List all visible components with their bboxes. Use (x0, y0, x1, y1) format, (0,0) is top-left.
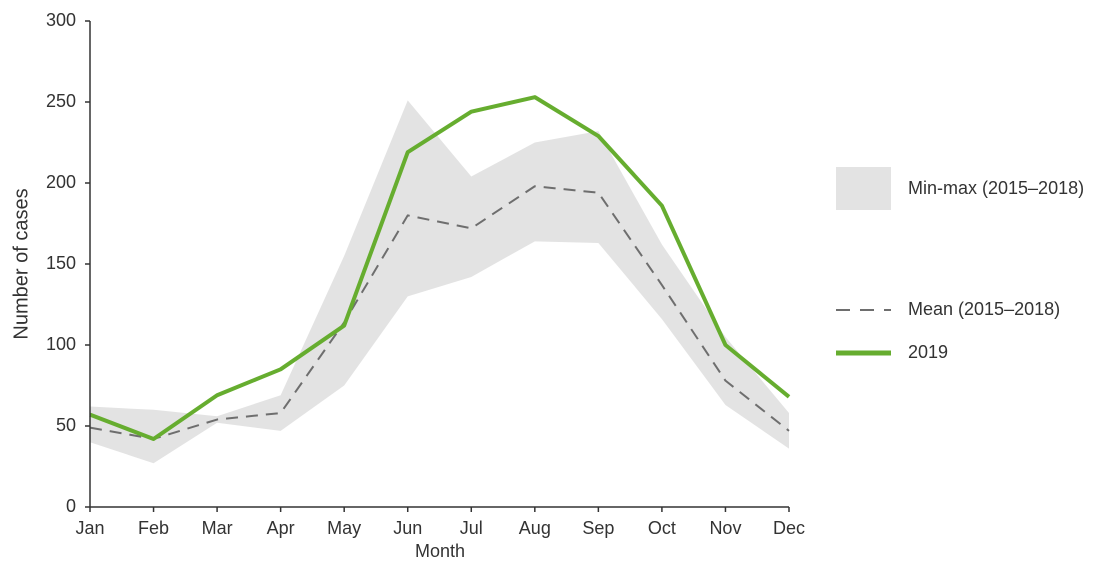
x-tick-label: Jan (75, 518, 104, 538)
x-tick-label: Jul (460, 518, 483, 538)
y-tick-label: 0 (66, 496, 76, 516)
x-axis-title: Month (415, 541, 465, 561)
x-tick-label: Jun (393, 518, 422, 538)
y-axis-title: Number of cases (10, 188, 32, 339)
x-tick-label: Feb (138, 518, 169, 538)
x-tick-label: Nov (709, 518, 741, 538)
mean-line (89, 185, 790, 440)
y-tick-label: 200 (46, 172, 76, 192)
legend-label: 2019 (908, 342, 948, 362)
y-tick-label: 250 (46, 91, 76, 111)
x-tick-label: Mar (202, 518, 233, 538)
x-tick-label: Sep (582, 518, 614, 538)
y-tick-label: 300 (46, 10, 76, 30)
y-tick-label: 50 (56, 415, 76, 435)
x-tick-label: Apr (267, 518, 295, 538)
x-tick-label: Dec (773, 518, 805, 538)
line (89, 95, 791, 441)
legend-label: Mean (2015–2018) (908, 299, 1060, 319)
y-tick-label: 150 (46, 253, 76, 273)
legend-swatch (836, 167, 891, 210)
min-max-band (90, 100, 789, 464)
x-tick-label: Aug (519, 518, 551, 538)
x-tick-label: Oct (648, 518, 676, 538)
y-tick-label: 100 (46, 334, 76, 354)
legend-label: Min-max (2015–2018) (908, 178, 1084, 198)
x-tick-label: May (327, 518, 361, 538)
